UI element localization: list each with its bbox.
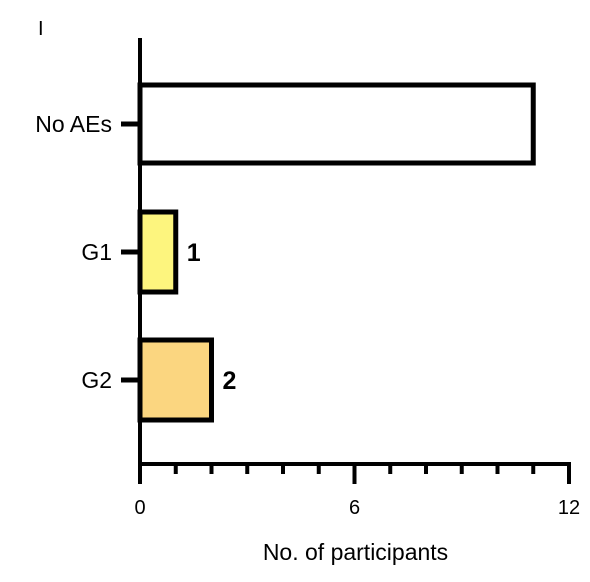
labels-layer: No AEs 1 G1 2 G2 0 6 12 No. of participants bbox=[35, 111, 580, 565]
x-tick-label-6: 6 bbox=[349, 497, 360, 519]
data-label-g2: 2 bbox=[223, 367, 237, 395]
x-tick-label-0: 0 bbox=[134, 497, 145, 519]
x-axis-label: No. of participants bbox=[263, 539, 448, 565]
bars-layer bbox=[137, 82, 536, 423]
data-label-g1: 1 bbox=[187, 239, 201, 267]
panel-label: I bbox=[38, 18, 44, 40]
y-tick-label-no-aes: No AEs bbox=[35, 111, 112, 137]
y-tick-label-g2: G2 bbox=[81, 367, 112, 393]
bar-g2 bbox=[137, 337, 214, 423]
y-tick-label-g1: G1 bbox=[81, 239, 112, 265]
bar-no-aes bbox=[137, 82, 536, 166]
bar-g1 bbox=[137, 209, 179, 295]
axis-layer bbox=[121, 38, 571, 484]
x-tick-label-12: 12 bbox=[558, 497, 580, 519]
